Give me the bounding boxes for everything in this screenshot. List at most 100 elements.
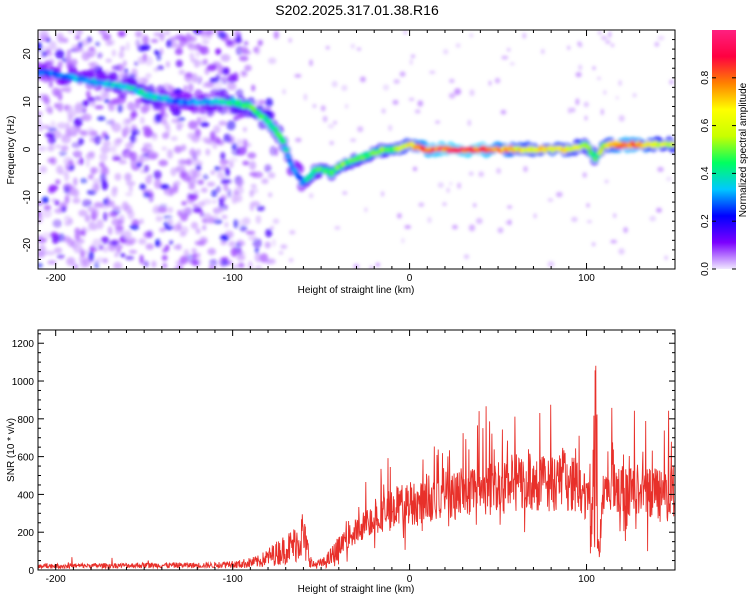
spectral-blob-989: [109, 72, 119, 83]
spectral-blob-684: [112, 186, 118, 194]
spectral-blob-790: [105, 195, 110, 203]
spectral-blob-899: [404, 225, 412, 229]
spectral-blob-654: [115, 225, 124, 231]
spectral-blob-354: [116, 248, 122, 254]
spectral-blob-110: [47, 145, 55, 152]
spectral-blob-846: [288, 38, 292, 43]
spectral-blob-949: [597, 76, 601, 80]
spectral-blob-562: [206, 64, 217, 72]
spectral-blob-866: [509, 62, 515, 66]
spectral-blob-138: [111, 49, 116, 57]
spectral-blob-310: [217, 31, 227, 39]
spectral-blob-520: [89, 136, 96, 143]
spectral-blob-272: [192, 169, 201, 179]
spectral-blob-741: [235, 36, 242, 43]
spectral-blob-820: [87, 96, 95, 102]
spectral-blob-924: [497, 227, 504, 234]
spectral-blob-797: [108, 243, 114, 252]
spectral-blob-674: [166, 149, 174, 159]
spectral-blob-383: [222, 234, 229, 241]
spectral-blob-75: [159, 227, 166, 233]
spectral-blob-756: [71, 44, 81, 49]
spectral-blob-875: [280, 244, 288, 249]
spectral-blob-703: [242, 217, 251, 226]
top-ytick-2: 0: [22, 146, 33, 152]
spectral-blob-500: [80, 39, 90, 47]
spectral-blob-612: [38, 122, 44, 132]
spectral-blob-798: [216, 207, 224, 214]
spectral-blob-863: [356, 47, 362, 51]
bot-ytick-5: 1000: [12, 377, 35, 388]
spectral-blob-880: [467, 119, 472, 127]
spectral-blob-858: [541, 48, 545, 55]
spectral-blob-393: [201, 218, 207, 223]
spectral-blob-213: [102, 92, 110, 99]
spectral-blob-679: [148, 154, 158, 160]
spectral-blob-789: [142, 153, 149, 158]
spectral-blob-690: [160, 184, 171, 189]
spectral-blob-174: [188, 120, 198, 130]
spectral-blob-451: [254, 253, 262, 263]
spectral-blob-16: [196, 148, 201, 156]
spectral-blob-735: [256, 205, 265, 212]
spectral-blob-576: [142, 35, 150, 45]
spectral-blob-761: [38, 263, 43, 268]
spectral-blob-681: [96, 219, 104, 230]
spectral-blob-1408: [280, 139, 287, 145]
spectral-blob-98: [247, 152, 257, 159]
spectral-blob-300: [102, 33, 111, 41]
top-ytick-3: 10: [22, 96, 33, 108]
spectral-blob-1412: [286, 158, 293, 164]
spectral-blob-461: [90, 61, 99, 70]
spectral-blob-734: [199, 236, 208, 243]
spectral-blob-579: [125, 142, 134, 150]
spectral-blob-597: [58, 87, 66, 92]
spectral-blob-685: [187, 192, 193, 199]
spectral-blob-1403: [272, 126, 279, 132]
spectral-blob-752: [151, 133, 159, 141]
spectral-blob-755: [151, 260, 157, 268]
spectral-blob-189: [243, 40, 249, 46]
spectral-blob-298: [127, 73, 136, 79]
spectral-blob-483: [38, 110, 43, 117]
spectral-blob-738: [248, 260, 253, 269]
spectral-blob-993: [118, 89, 128, 100]
spectral-blob-511: [74, 104, 80, 111]
spectral-blob-230: [114, 229, 125, 235]
spectral-blob-504: [212, 137, 219, 143]
spectral-blob-386: [38, 214, 43, 224]
spectral-blob-569: [251, 84, 256, 92]
spectral-blob-152: [120, 253, 126, 258]
spectral-blob-945: [396, 213, 402, 219]
spectral-blob-804: [71, 142, 81, 149]
colorbar-label: Normalized spectral amplitude: [738, 82, 749, 217]
spectral-blob-575: [195, 50, 200, 58]
spectral-blob-759: [94, 95, 100, 101]
spectral-blob-814: [202, 224, 207, 231]
spectral-blob-216: [257, 39, 263, 46]
spectral-blob-588: [55, 49, 65, 59]
spectral-blob-785: [207, 248, 216, 256]
spectral-blob-94: [247, 142, 252, 148]
spectral-blob-844: [329, 140, 335, 146]
spectral-blob-631: [41, 232, 52, 240]
spectral-blob-202: [153, 170, 162, 180]
spectral-blob-498: [72, 197, 81, 204]
spectral-blob-876: [410, 54, 416, 59]
spectral-blob-342: [269, 225, 275, 230]
spectral-blob-602: [80, 129, 89, 137]
spectral-blob-882: [443, 49, 449, 55]
spectral-blob-580: [167, 219, 174, 226]
spectral-blob-63: [219, 159, 229, 166]
spectral-blob-831: [408, 97, 415, 102]
spectral-blob-884: [392, 99, 399, 105]
spectral-blob-381: [249, 189, 254, 198]
spectral-blob-262: [92, 238, 102, 247]
spectral-blob-1076: [295, 163, 305, 174]
spectral-blob-550: [274, 147, 279, 157]
spectral-blob-525: [240, 70, 248, 77]
spectral-blob-800: [100, 145, 110, 154]
spectral-blob-530: [43, 124, 50, 130]
spectral-blob-470: [117, 104, 123, 113]
spectral-blob-881: [344, 103, 349, 109]
